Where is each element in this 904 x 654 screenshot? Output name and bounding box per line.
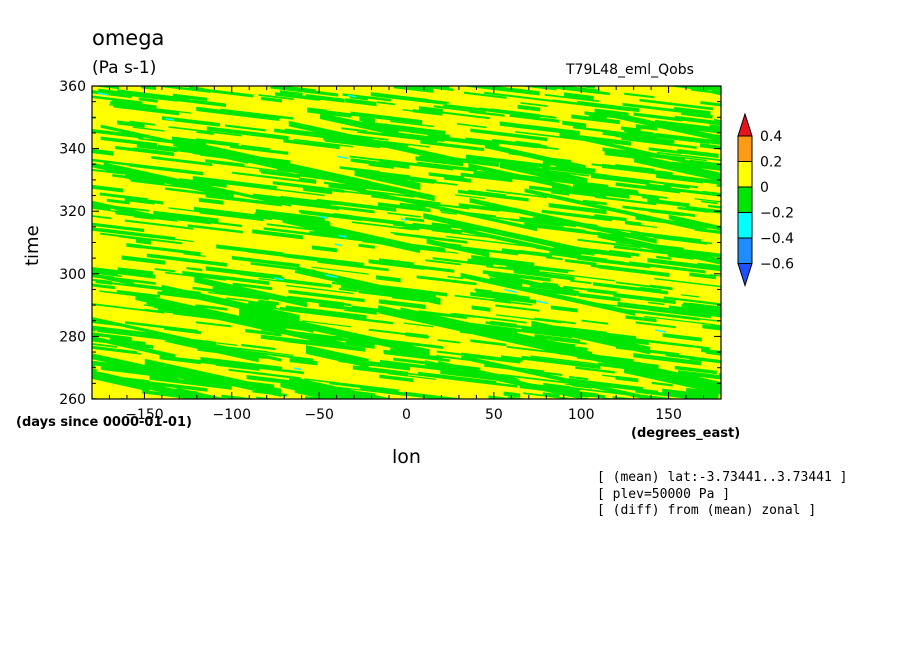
colorbar-segment bbox=[737, 135, 753, 162]
x-axis: −150 −100 −50 0 50 100 150 bbox=[91, 86, 722, 423]
run-label: T79L48_eml_Qobs bbox=[566, 62, 694, 78]
y-tick-label: 300 bbox=[59, 267, 86, 283]
colorbar-segment bbox=[737, 161, 753, 188]
field-negative-streaks bbox=[92, 86, 721, 399]
colorbar-label: 0.4 bbox=[760, 129, 782, 145]
note-plev: [ plev=50000 Pa ] bbox=[597, 487, 731, 502]
colorbar-segment bbox=[737, 186, 753, 213]
colorbar-label: 0 bbox=[760, 180, 769, 196]
y-axis-label: time bbox=[22, 225, 43, 266]
colorbar-segment bbox=[737, 237, 753, 264]
x-axis-units: (degrees_east) bbox=[631, 426, 741, 441]
colorbar-segment bbox=[737, 212, 753, 239]
note-diff: [ (diff) from (mean) zonal ] bbox=[597, 503, 817, 518]
chart-units: (Pa s-1) bbox=[92, 58, 157, 78]
colorbar-label: −0.6 bbox=[760, 257, 794, 273]
colorbar-extend-top bbox=[737, 112, 753, 137]
y-tick-label: 340 bbox=[59, 142, 86, 158]
y-tick-label: 320 bbox=[59, 204, 86, 220]
colorbar-label: 0.2 bbox=[760, 155, 782, 171]
omega-field bbox=[92, 86, 721, 399]
x-tick-label: −150 bbox=[125, 407, 163, 423]
colorbar-label: −0.2 bbox=[760, 206, 794, 222]
x-tick-label: −100 bbox=[213, 407, 251, 423]
x-tick-label: −50 bbox=[304, 407, 334, 423]
x-tick-label: 150 bbox=[655, 407, 682, 423]
y-tick-label: 260 bbox=[59, 392, 86, 408]
y-axis-units: (days since 0000-01-01) bbox=[16, 415, 192, 430]
colorbar-extend-bottom bbox=[737, 263, 753, 288]
note-lat: [ (mean) lat:-3.73441..3.73441 ] bbox=[597, 470, 848, 485]
colorbar: 0.4 0.2 0 −0.2 −0.4 −0.6 bbox=[737, 112, 794, 288]
y-tick-label: 280 bbox=[59, 329, 86, 345]
y-tick-label: 360 bbox=[59, 79, 86, 95]
x-tick-label: 100 bbox=[568, 407, 595, 423]
y-axis: 260 280 300 320 340 360 bbox=[59, 79, 721, 408]
x-tick-label: 0 bbox=[402, 407, 411, 423]
chart-title: omega bbox=[92, 26, 165, 50]
x-tick-label: 50 bbox=[485, 407, 503, 423]
colorbar-label: −0.4 bbox=[760, 231, 794, 247]
x-axis-label: lon bbox=[392, 446, 421, 468]
